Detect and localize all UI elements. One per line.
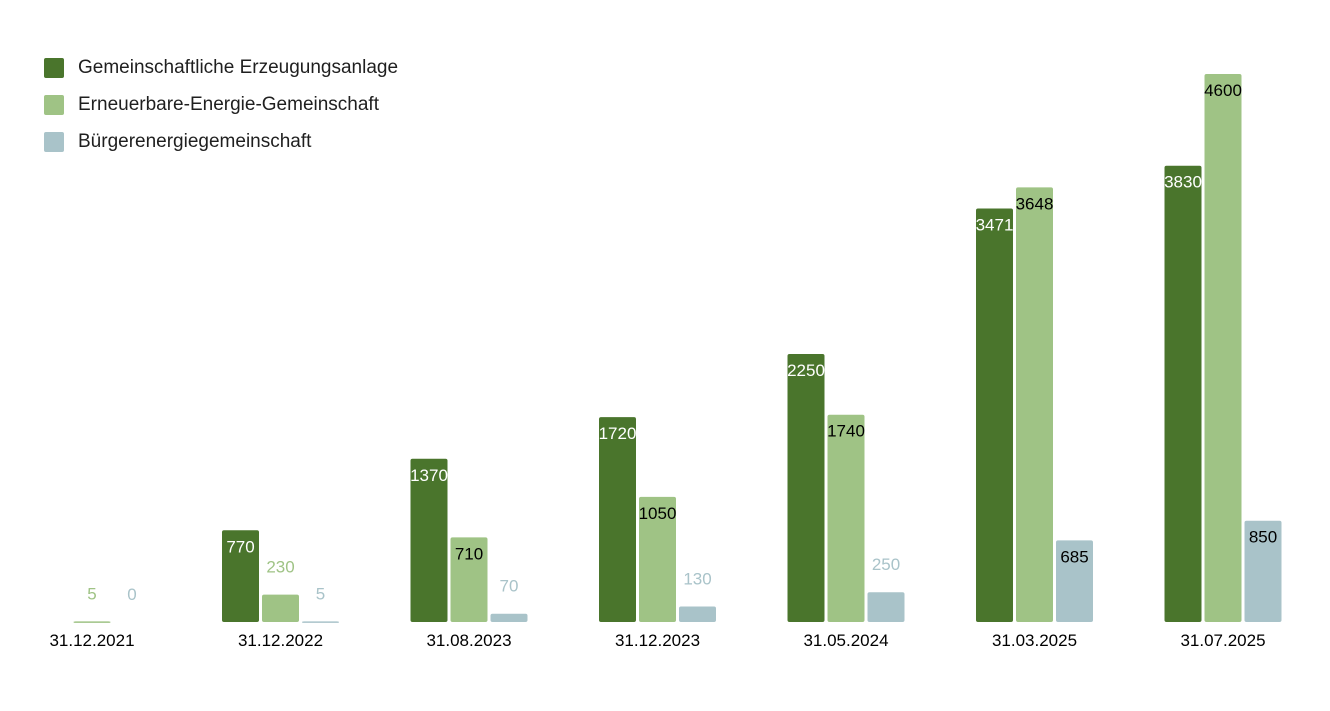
bar-eeg-31-08-2023[interactable] xyxy=(450,537,488,622)
legend-label-erzeugungsanlage: Gemeinschaftliche Erzeugungsanlage xyxy=(78,57,399,78)
value-label-erzeugungsanlage-31-12-2022: 770 xyxy=(226,537,254,556)
value-label-erzeugungsanlage-31-05-2024: 2250 xyxy=(787,361,825,380)
legend: Gemeinschaftliche Erzeugungsanlage Erneu… xyxy=(44,56,398,167)
x-tick-label-31-07-2025: 31.07.2025 xyxy=(1180,631,1265,650)
value-label-buergerenergie-31-12-2022: 5 xyxy=(316,584,325,603)
value-label-eeg-31-03-2025: 3648 xyxy=(1016,194,1054,213)
value-label-eeg-31-12-2021: 5 xyxy=(87,584,96,603)
legend-item-buergerenergie[interactable]: Bürgerenergiegemeinschaft xyxy=(44,130,398,154)
bar-buergerenergie-31-03-2025[interactable] xyxy=(1056,540,1093,622)
value-label-eeg-31-12-2023: 1050 xyxy=(639,504,677,523)
legend-swatch-erzeugungsanlage xyxy=(44,58,64,78)
bar-eeg-31-12-2021[interactable] xyxy=(73,621,111,623)
value-label-erzeugungsanlage-31-12-2023: 1720 xyxy=(599,424,637,443)
bar-eeg-31-05-2024[interactable] xyxy=(827,414,865,622)
x-tick-label-31-05-2024: 31.05.2024 xyxy=(803,631,888,650)
bar-buergerenergie-31-08-2023[interactable] xyxy=(490,613,528,622)
value-label-eeg-31-07-2025: 4600 xyxy=(1204,81,1242,100)
bar-buergerenergie-31-12-2022[interactable] xyxy=(302,621,339,623)
value-label-buergerenergie-31-03-2025: 685 xyxy=(1060,547,1088,566)
bar-buergerenergie-31-12-2023[interactable] xyxy=(679,606,716,623)
value-label-erzeugungsanlage-31-03-2025: 3471 xyxy=(976,216,1014,235)
bar-erzeugungsanlage-31-07-2025[interactable] xyxy=(1164,165,1202,622)
value-label-buergerenergie-31-05-2024: 250 xyxy=(872,555,900,574)
x-tick-label-31-12-2022: 31.12.2022 xyxy=(238,631,323,650)
bar-eeg-31-07-2025[interactable] xyxy=(1204,74,1242,622)
bar-eeg-31-03-2025[interactable] xyxy=(1016,187,1053,622)
legend-swatch-eeg xyxy=(44,95,64,115)
bar-eeg-31-12-2022[interactable] xyxy=(262,594,299,622)
value-label-eeg-31-05-2024: 1740 xyxy=(827,422,865,441)
x-tick-label-31-12-2023: 31.12.2023 xyxy=(615,631,700,650)
bar-erzeugungsanlage-31-08-2023[interactable] xyxy=(410,458,448,622)
value-label-buergerenergie-31-12-2023: 130 xyxy=(683,570,711,589)
legend-item-erzeugungsanlage[interactable]: Gemeinschaftliche Erzeugungsanlage xyxy=(44,56,398,80)
bar-erzeugungsanlage-31-03-2025[interactable] xyxy=(976,208,1013,623)
bar-erzeugungsanlage-31-05-2024[interactable] xyxy=(787,354,825,622)
legend-label-eeg: Erneuerbare-Energie-Gemeinschaft xyxy=(78,94,379,115)
x-tick-label-31-12-2021: 31.12.2021 xyxy=(49,631,134,650)
bar-buergerenergie-31-07-2025[interactable] xyxy=(1244,520,1282,622)
bar-buergerenergie-31-05-2024[interactable] xyxy=(867,592,905,622)
legend-label-buergerenergie: Bürgerenergiegemeinschaft xyxy=(78,131,312,152)
value-label-erzeugungsanlage-31-07-2025: 3830 xyxy=(1164,173,1202,192)
value-label-eeg-31-08-2023: 710 xyxy=(455,544,483,563)
value-label-eeg-31-12-2022: 230 xyxy=(266,558,294,577)
bar-eeg-31-12-2023[interactable] xyxy=(639,496,676,622)
value-label-erzeugungsanlage-31-08-2023: 1370 xyxy=(410,466,448,485)
bar-erzeugungsanlage-31-12-2022[interactable] xyxy=(222,530,259,622)
x-tick-label-31-03-2025: 31.03.2025 xyxy=(992,631,1077,650)
legend-swatch-buergerenergie xyxy=(44,132,64,152)
value-label-buergerenergie-31-12-2021: 0 xyxy=(127,585,136,604)
bar-erzeugungsanlage-31-12-2023[interactable] xyxy=(599,417,636,622)
legend-item-eeg[interactable]: Erneuerbare-Energie-Gemeinschaft xyxy=(44,93,398,117)
x-tick-label-31-08-2023: 31.08.2023 xyxy=(426,631,511,650)
value-label-buergerenergie-31-07-2025: 850 xyxy=(1249,528,1277,547)
value-label-buergerenergie-31-08-2023: 70 xyxy=(500,577,519,596)
